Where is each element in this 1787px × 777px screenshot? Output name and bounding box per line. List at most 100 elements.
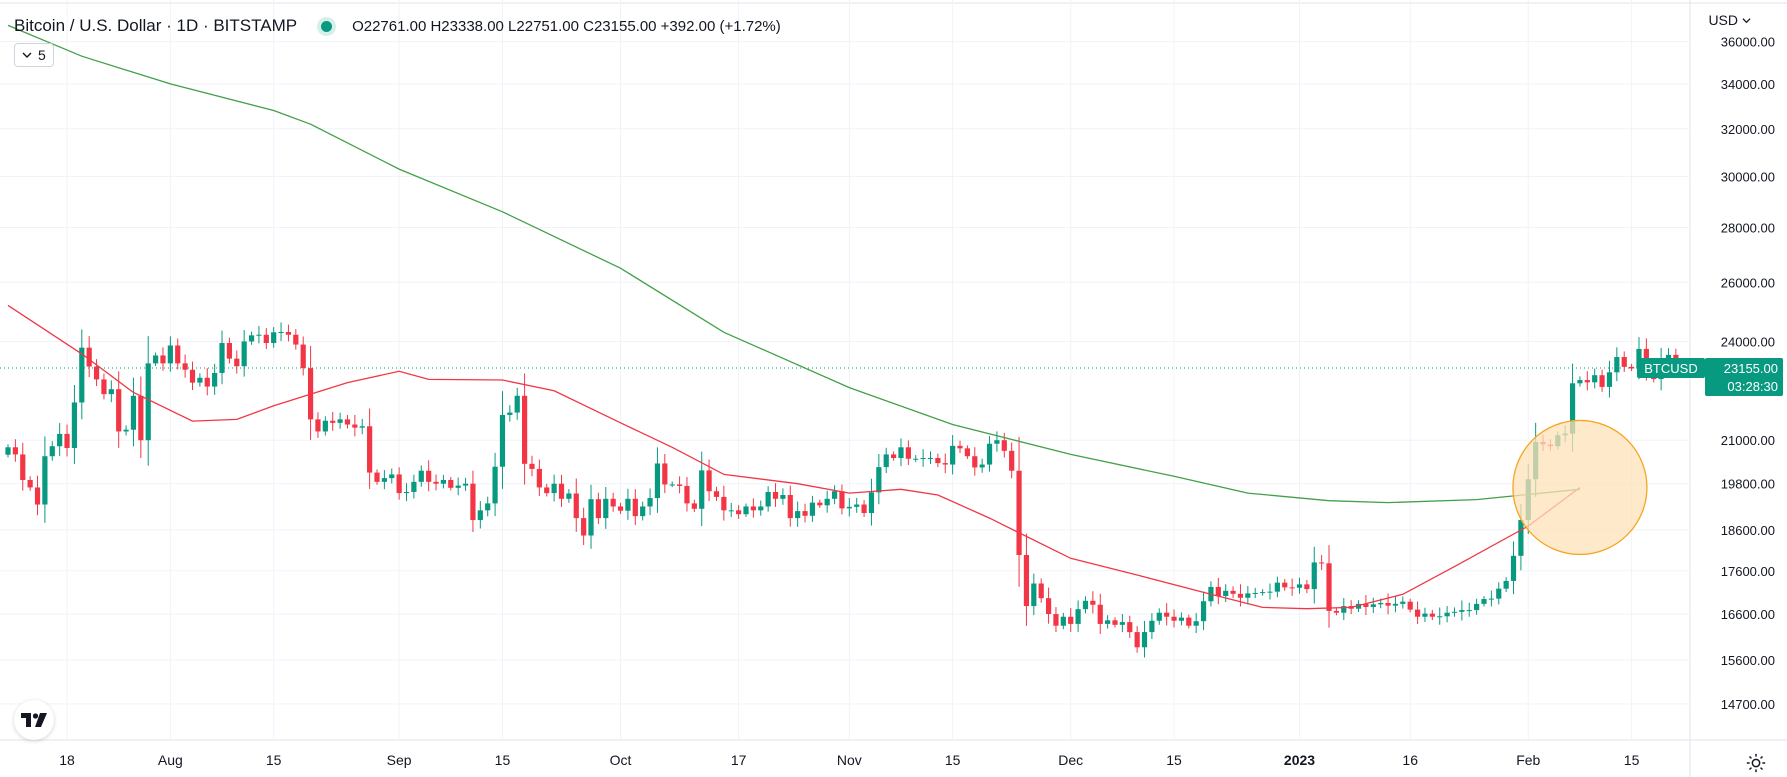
- candle-body: [772, 491, 779, 499]
- candle-body: [1156, 612, 1162, 621]
- candle-body: [330, 420, 336, 423]
- candle-body: [1407, 601, 1413, 610]
- candle-body: [1385, 602, 1391, 606]
- candle-body: [1577, 380, 1583, 384]
- candle-body: [381, 478, 387, 482]
- candle-body: [426, 470, 432, 482]
- candle-body: [1186, 617, 1192, 626]
- settings-gear-icon[interactable]: [1745, 752, 1767, 774]
- candle-body: [529, 463, 535, 469]
- candle-body: [551, 483, 557, 494]
- candle-body: [669, 484, 675, 486]
- moving-average-long-line: [7, 24, 1580, 504]
- candle-body: [1200, 601, 1207, 622]
- candle-body: [691, 503, 697, 509]
- candle-body: [248, 335, 255, 342]
- y-tick-label: 30000.00: [1721, 169, 1775, 184]
- candle-body: [647, 498, 653, 507]
- candle-body: [1599, 375, 1605, 387]
- candle-body: [448, 479, 454, 488]
- x-tick-label: 15: [495, 752, 511, 768]
- candle-body: [942, 463, 948, 465]
- candle-body: [883, 454, 889, 468]
- ohlc-readout: O22761.00 H23338.00 L22751.00 C23155.00 …: [352, 17, 781, 35]
- indicator-count: 5: [38, 47, 46, 63]
- candle-body: [736, 510, 742, 515]
- candle-body: [367, 426, 373, 473]
- candle-body: [1392, 603, 1399, 606]
- candle-body: [433, 481, 439, 484]
- candle-body: [1370, 604, 1376, 607]
- candle-body: [1237, 593, 1244, 598]
- candle-body: [913, 458, 919, 460]
- candle-body: [455, 485, 461, 488]
- candle-body: [1245, 593, 1251, 598]
- indicators-toggle-button[interactable]: 5: [14, 43, 54, 67]
- x-tick-label: 15: [266, 752, 282, 768]
- candle-body: [1009, 450, 1015, 471]
- candle-body: [101, 379, 107, 395]
- candle-body: [219, 343, 225, 373]
- candle-body: [1629, 366, 1635, 369]
- candle-body: [787, 494, 793, 519]
- candle-body: [780, 494, 786, 499]
- candle-body: [1437, 616, 1443, 618]
- x-tick-label: Dec: [1058, 752, 1083, 768]
- candle-body: [1016, 470, 1022, 556]
- last-price-badge: [1705, 357, 1783, 396]
- candle-body: [79, 347, 85, 403]
- candle-body: [876, 467, 882, 493]
- candle-body: [854, 504, 860, 507]
- candle-body: [322, 420, 328, 432]
- candle-body: [868, 492, 875, 514]
- candle-body: [12, 447, 18, 455]
- candle-body: [1289, 587, 1295, 589]
- candle-body: [1481, 599, 1487, 604]
- candle-body: [182, 363, 188, 370]
- candle-body: [795, 511, 801, 519]
- candle-body: [271, 332, 277, 344]
- candle-body: [374, 472, 380, 482]
- candle-body: [34, 487, 41, 505]
- candle-body: [1341, 606, 1347, 613]
- candle-body: [138, 395, 144, 441]
- candle-body: [71, 402, 78, 448]
- candle-body: [352, 424, 358, 428]
- symbol-badge: [1637, 357, 1705, 378]
- candle-body: [285, 331, 292, 335]
- candle-body: [1333, 610, 1339, 613]
- candle-body: [927, 458, 934, 460]
- tradingview-logo-icon[interactable]: [14, 700, 54, 740]
- candle-body: [1474, 603, 1480, 611]
- candle-body: [536, 468, 542, 488]
- x-tick-label: 17: [731, 752, 747, 768]
- candle-body: [617, 506, 624, 511]
- candle-body: [492, 466, 498, 504]
- candle-body: [957, 445, 963, 449]
- candle-body: [1606, 372, 1613, 387]
- candle-body: [1260, 592, 1266, 594]
- candle-body: [116, 389, 122, 432]
- candle-body: [396, 474, 402, 494]
- candle-body: [499, 414, 506, 467]
- candle-body: [1355, 603, 1362, 609]
- x-tick-label: 2023: [1284, 752, 1315, 768]
- candle-body: [130, 395, 137, 430]
- candle-body: [625, 498, 631, 511]
- candle-body: [581, 518, 587, 536]
- candle-body: [403, 491, 410, 494]
- currency-selector[interactable]: USD: [1708, 12, 1751, 28]
- candle-body: [1466, 610, 1472, 612]
- candle-body: [204, 377, 210, 387]
- chart-header: Bitcoin / U.S. Dollar · 1D · BITSTAMP O2…: [14, 14, 781, 38]
- candle-body: [86, 347, 92, 367]
- symbol-title[interactable]: Bitcoin / U.S. Dollar · 1D · BITSTAMP: [14, 16, 298, 35]
- candle-body: [1569, 383, 1576, 434]
- candle-body: [212, 372, 218, 387]
- y-tick-label: 24000.00: [1721, 334, 1775, 349]
- candle-body: [920, 458, 926, 460]
- candle-body: [758, 506, 764, 511]
- candle-body: [123, 429, 129, 432]
